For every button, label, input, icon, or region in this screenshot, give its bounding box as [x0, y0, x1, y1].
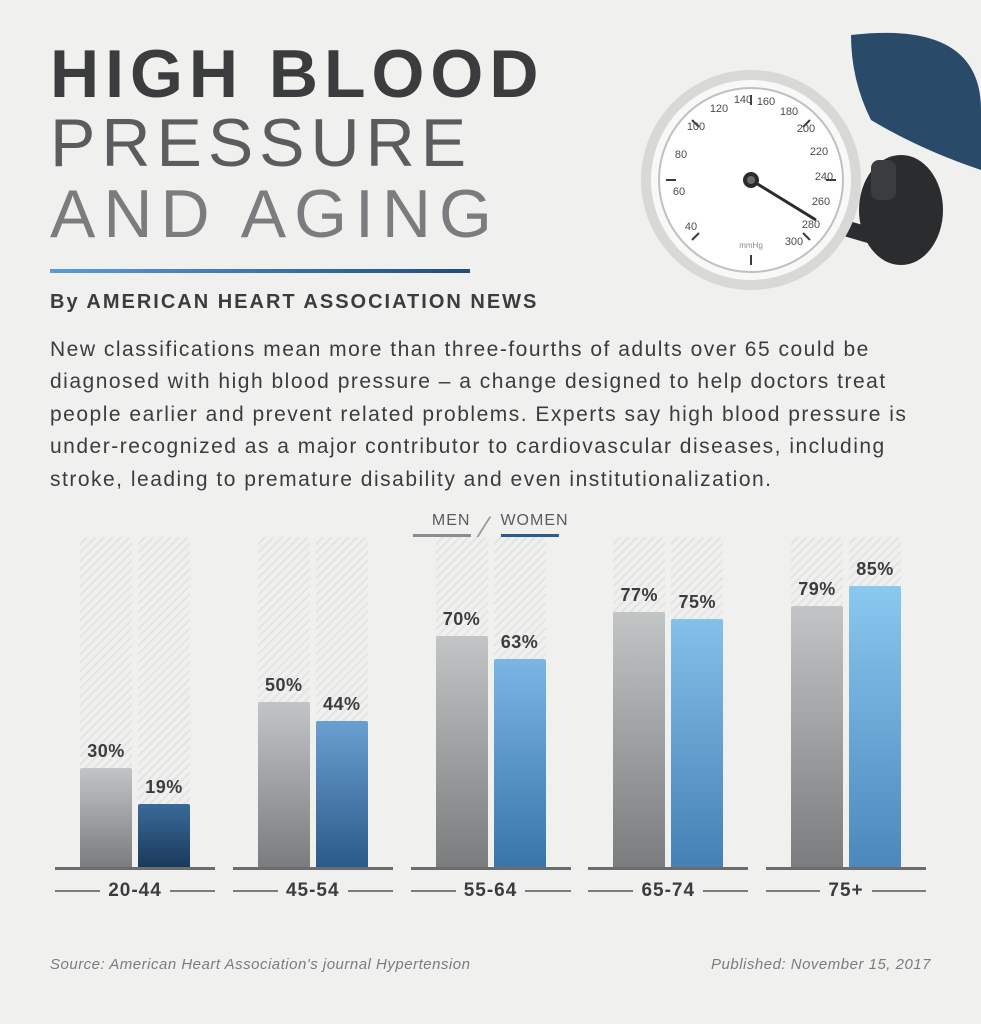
bar-fill-women [316, 721, 368, 866]
bar-men: 30% [80, 537, 132, 867]
side-line [348, 890, 393, 892]
group-label-row: 20-44 [55, 880, 215, 902]
side-line [55, 890, 100, 892]
bar-fill-men [80, 768, 132, 867]
bar-chart: MEN ⁄ WOMEN 30%19%20-4450%44%45-5470%63%… [50, 532, 931, 932]
bar-men: 79% [791, 537, 843, 867]
bar-value-label: 19% [138, 777, 190, 798]
bar-fill-women [671, 619, 723, 867]
side-line [411, 890, 456, 892]
body-paragraph: New classifications mean more than three… [50, 334, 930, 497]
bar-pair: 77% 75% [613, 537, 723, 867]
bar-fill-women [494, 659, 546, 867]
bar-group: 79% 85% 75+ [766, 537, 926, 902]
footer: Source: American Heart Association's jou… [50, 956, 931, 973]
title-line-1: HIGH BLOOD [50, 40, 931, 108]
title-underline [50, 269, 470, 273]
bar-value-label: 77% [613, 585, 665, 606]
legend-men-label: MEN [432, 512, 471, 530]
bar-group: 70% 63% 55-64 [411, 537, 571, 902]
side-line [766, 890, 820, 892]
bar-fill-men [258, 702, 310, 867]
group-label: 20-44 [108, 880, 162, 902]
bar-men: 50% [258, 537, 310, 867]
chart-legend: MEN ⁄ WOMEN [412, 512, 568, 537]
bar-pair: 50% 44% [258, 537, 368, 867]
bar-pair: 70% 63% [436, 537, 546, 867]
bar-men: 70% [436, 537, 488, 867]
title-line-2: PRESSURE [50, 108, 931, 179]
bar-group: 77% 75% 65-74 [588, 537, 748, 902]
bar-women: 19% [138, 537, 190, 867]
footer-source: Source: American Heart Association's jou… [50, 956, 470, 973]
bar-fill-women [138, 804, 190, 867]
group-label: 75+ [828, 880, 863, 902]
bar-men: 77% [613, 537, 665, 867]
bar-fill-men [436, 636, 488, 867]
bar-value-label: 63% [494, 632, 546, 653]
group-label: 45-54 [286, 880, 340, 902]
bar-value-label: 79% [791, 579, 843, 600]
legend-men: MEN [412, 512, 470, 537]
infographic-container: 40 60 80 100 120 140 160 180 200 220 240… [0, 0, 981, 1003]
side-line [588, 890, 633, 892]
group-label-row: 65-74 [588, 880, 748, 902]
group-label: 55-64 [464, 880, 518, 902]
legend-women-label: WOMEN [500, 512, 568, 530]
group-baseline [588, 867, 748, 870]
bar-value-label: 30% [80, 741, 132, 762]
bar-group: 50% 44% 45-54 [233, 537, 393, 902]
title-block: HIGH BLOOD PRESSURE AND AGING [50, 40, 931, 273]
bar-value-label: 85% [849, 559, 901, 580]
legend-women: WOMEN [500, 512, 568, 537]
bar-pair: 30% 19% [80, 537, 190, 867]
bar-value-label: 75% [671, 592, 723, 613]
side-line [703, 890, 748, 892]
bar-fill-men [613, 612, 665, 866]
group-baseline [233, 867, 393, 870]
bar-value-label: 44% [316, 694, 368, 715]
group-baseline [55, 867, 215, 870]
bar-fill-men [791, 606, 843, 867]
side-line [170, 890, 215, 892]
group-label: 65-74 [641, 880, 695, 902]
side-line [233, 890, 278, 892]
bar-value-label: 50% [258, 675, 310, 696]
bar-women: 85% [849, 537, 901, 867]
bar-groups: 30% 19% 20-44 50% 44% 45-54 70% 63% 55-64 77% 75% 6… [50, 532, 931, 902]
bar-value-label: 70% [436, 609, 488, 630]
group-label-row: 45-54 [233, 880, 393, 902]
bar-women: 44% [316, 537, 368, 867]
side-line [872, 890, 926, 892]
title-line-3: AND AGING [50, 179, 931, 250]
group-label-row: 55-64 [411, 880, 571, 902]
group-baseline [766, 867, 926, 870]
bar-group: 30% 19% 20-44 [55, 537, 215, 902]
bar-pair: 79% 85% [791, 537, 901, 867]
bar-fill-women [849, 586, 901, 867]
side-line [525, 890, 570, 892]
group-label-row: 75+ [766, 880, 926, 902]
bar-women: 63% [494, 537, 546, 867]
bar-women: 75% [671, 537, 723, 867]
footer-published: Published: November 15, 2017 [711, 956, 931, 973]
group-baseline [411, 867, 571, 870]
legend-divider-icon: ⁄ [482, 519, 488, 537]
